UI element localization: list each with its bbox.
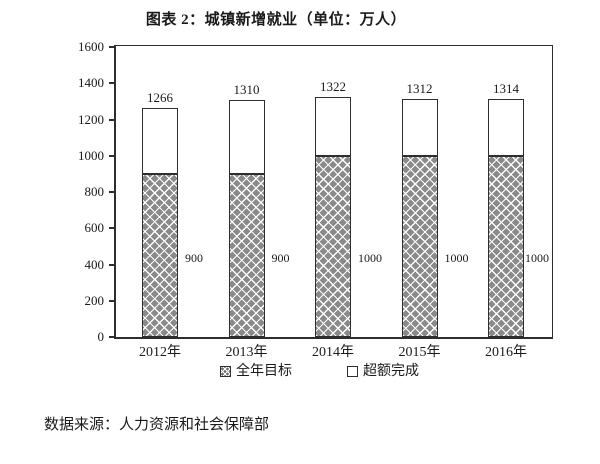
y-tick-label: 600 bbox=[84, 220, 105, 236]
bar-segment-excess bbox=[488, 98, 524, 156]
bar-segment-target bbox=[315, 155, 351, 337]
x-axis-label: 2014年 bbox=[312, 345, 354, 360]
x-axis-label: 2013年 bbox=[225, 345, 268, 360]
y-tick bbox=[109, 46, 116, 48]
legend-item-excess: 超额完成 bbox=[347, 364, 419, 379]
y-tick bbox=[109, 227, 116, 230]
bar-total-label: 1312 bbox=[406, 81, 433, 97]
y-tick bbox=[109, 191, 116, 193]
bar-segment-target bbox=[228, 173, 265, 337]
bar-segment-excess bbox=[401, 99, 438, 156]
bar-segment-target bbox=[401, 155, 438, 337]
y-tick-label: 0 bbox=[97, 329, 105, 344]
legend-label: 超额完成 bbox=[363, 364, 419, 379]
chart-title: 图表 2：城镇新增就业（单位：万人） bbox=[145, 12, 407, 28]
y-tick bbox=[109, 118, 116, 121]
bar-segment-excess bbox=[315, 97, 351, 156]
y-tick bbox=[109, 299, 116, 302]
legend-label: 全年目标 bbox=[236, 364, 292, 379]
bar-segment-excess bbox=[142, 107, 178, 174]
y-tick-label: 800 bbox=[84, 184, 105, 199]
y-tick bbox=[109, 154, 116, 157]
bar-total-label: 1314 bbox=[493, 80, 519, 96]
bar-target-label: 1000 bbox=[358, 251, 382, 265]
bar-segment-excess bbox=[228, 99, 265, 174]
bar-target-label: 1000 bbox=[525, 251, 549, 265]
legend-marker-excess-icon bbox=[347, 366, 358, 377]
y-tick-label: 1200 bbox=[78, 111, 104, 127]
y-tick bbox=[109, 336, 116, 338]
source-note: 数据来源：人力资源和社会保障部 bbox=[44, 416, 270, 433]
bar-target-label: 900 bbox=[271, 251, 290, 265]
y-tick bbox=[109, 82, 116, 85]
legend-marker-target-icon bbox=[220, 366, 231, 377]
y-tick bbox=[109, 263, 116, 266]
y-tick-label: 1600 bbox=[78, 39, 104, 54]
x-axis-label: 2016年 bbox=[485, 345, 527, 360]
bar-segment-target bbox=[142, 173, 178, 337]
bar-target-label: 1000 bbox=[444, 251, 469, 265]
x-axis-label: 2015年 bbox=[398, 345, 441, 360]
y-tick-label: 1000 bbox=[78, 147, 104, 163]
x-axis-label: 2012年 bbox=[139, 345, 181, 360]
bar-total-label: 1322 bbox=[320, 79, 346, 95]
bar-total-label: 1266 bbox=[147, 89, 173, 105]
y-tick-label: 1400 bbox=[78, 75, 104, 91]
bar-segment-target bbox=[488, 155, 524, 337]
bar-target-label: 900 bbox=[185, 251, 203, 265]
y-tick-label: 200 bbox=[84, 292, 105, 308]
y-tick-label: 400 bbox=[84, 256, 105, 272]
bar-total-label: 1310 bbox=[233, 81, 260, 97]
legend-item-target: 全年目标 bbox=[220, 364, 292, 379]
